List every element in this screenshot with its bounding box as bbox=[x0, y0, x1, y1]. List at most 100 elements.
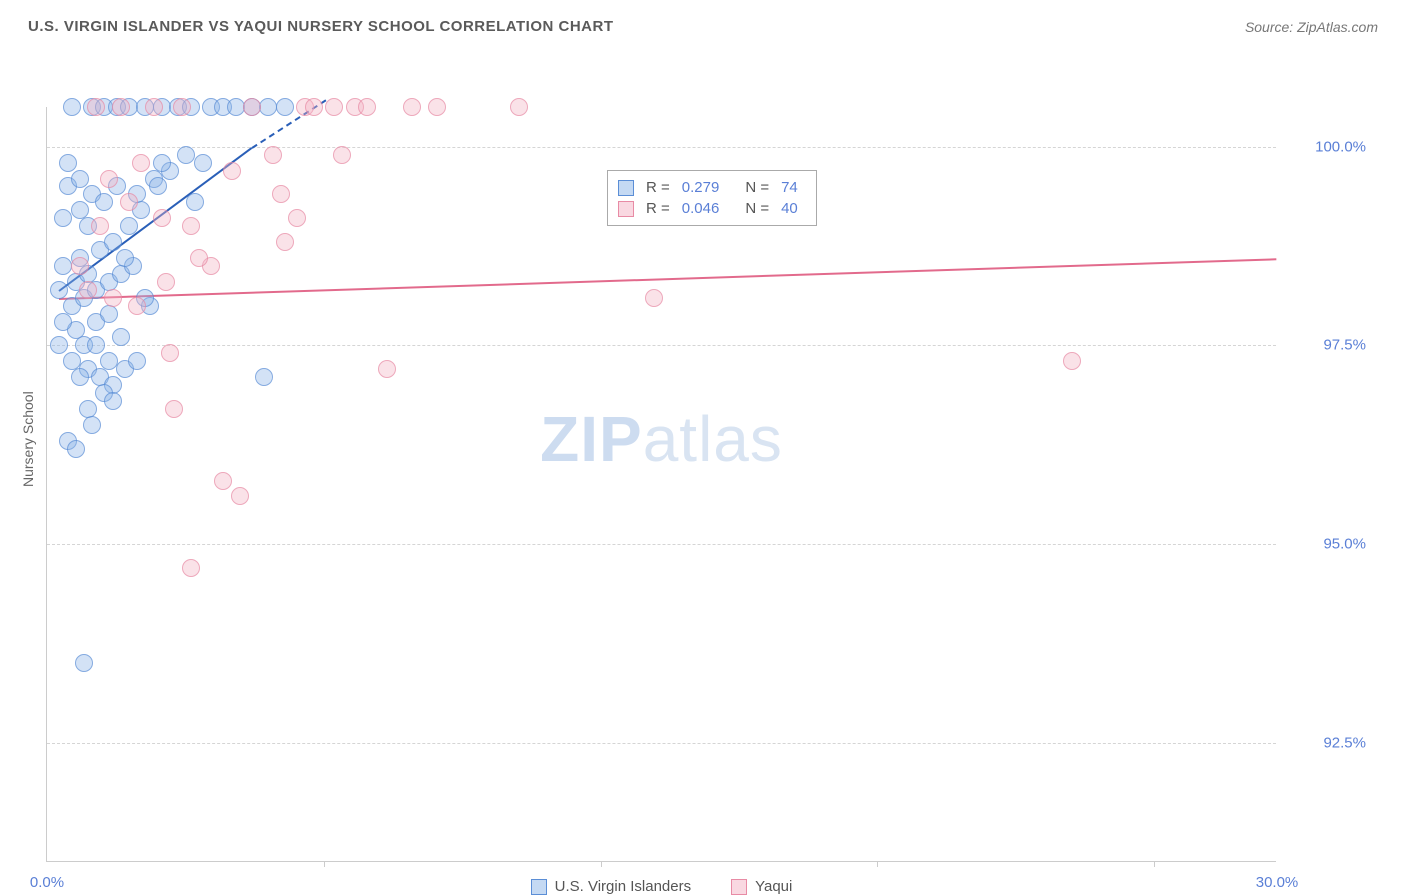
scatter-point bbox=[79, 281, 97, 299]
scatter-point bbox=[104, 392, 122, 410]
gridline-h bbox=[47, 544, 1276, 545]
scatter-point bbox=[165, 400, 183, 418]
scatter-point bbox=[358, 98, 376, 116]
scatter-point bbox=[182, 559, 200, 577]
scatter-point bbox=[91, 217, 109, 235]
x-tick-label: 30.0% bbox=[1256, 874, 1299, 891]
scatter-point bbox=[276, 233, 294, 251]
y-axis-label: Nursery School bbox=[20, 391, 36, 487]
y-tick-label: 95.0% bbox=[1286, 536, 1366, 553]
scatter-point bbox=[333, 146, 351, 164]
scatter-point bbox=[378, 360, 396, 378]
scatter-point bbox=[95, 193, 113, 211]
y-tick-label: 97.5% bbox=[1286, 337, 1366, 354]
scatter-point bbox=[182, 217, 200, 235]
stat-r-val-1: 0.046 bbox=[682, 200, 720, 217]
stat-row-blue: R = 0.279 N = 74 bbox=[618, 177, 798, 198]
gridline-h bbox=[47, 743, 1276, 744]
scatter-point bbox=[190, 249, 208, 267]
scatter-point bbox=[54, 209, 72, 227]
scatter-point bbox=[50, 336, 68, 354]
scatter-point bbox=[227, 98, 245, 116]
gridline-h bbox=[47, 147, 1276, 148]
legend-label-blue: U.S. Virgin Islanders bbox=[555, 878, 691, 895]
stat-r-label-1: R = bbox=[646, 200, 670, 217]
scatter-point bbox=[161, 344, 179, 362]
scatter-point bbox=[128, 297, 146, 315]
chart-container: Nursery School ZIPatlas R = 0.279 N = 74… bbox=[0, 47, 1406, 847]
scatter-point bbox=[231, 487, 249, 505]
scatter-point bbox=[403, 98, 421, 116]
stat-r-val-0: 0.279 bbox=[682, 179, 720, 196]
scatter-point bbox=[71, 257, 89, 275]
legend-swatch-blue-icon bbox=[531, 879, 547, 895]
x-tick-mark bbox=[324, 861, 325, 867]
stat-n-val-0: 74 bbox=[781, 179, 798, 196]
stat-box: R = 0.279 N = 74 R = 0.046 N = 40 bbox=[607, 170, 817, 226]
stat-n-val-1: 40 bbox=[781, 200, 798, 217]
watermark-bold: ZIP bbox=[540, 403, 643, 475]
scatter-point bbox=[104, 289, 122, 307]
scatter-point bbox=[428, 98, 446, 116]
scatter-point bbox=[116, 249, 134, 267]
chart-title: U.S. VIRGIN ISLANDER VS YAQUI NURSERY SC… bbox=[28, 18, 614, 35]
legend-item-pink: Yaqui bbox=[731, 878, 792, 895]
scatter-point bbox=[223, 162, 241, 180]
scatter-point bbox=[120, 217, 138, 235]
scatter-point bbox=[145, 98, 163, 116]
scatter-point bbox=[153, 209, 171, 227]
scatter-point bbox=[325, 98, 343, 116]
scatter-point bbox=[305, 98, 323, 116]
scatter-point bbox=[264, 146, 282, 164]
stat-n-label-1: N = bbox=[745, 200, 769, 217]
scatter-point bbox=[128, 352, 146, 370]
scatter-point bbox=[54, 257, 72, 275]
scatter-point bbox=[132, 154, 150, 172]
scatter-point bbox=[120, 193, 138, 211]
scatter-point bbox=[173, 98, 191, 116]
stat-n-label-0: N = bbox=[745, 179, 769, 196]
legend-item-blue: U.S. Virgin Islanders bbox=[531, 878, 691, 895]
scatter-point bbox=[243, 98, 261, 116]
stat-row-pink: R = 0.046 N = 40 bbox=[618, 198, 798, 219]
scatter-point bbox=[71, 368, 89, 386]
watermark-light: atlas bbox=[643, 403, 783, 475]
bottom-legend: U.S. Virgin Islanders Yaqui bbox=[47, 878, 1276, 895]
scatter-point bbox=[100, 170, 118, 188]
scatter-point bbox=[54, 313, 72, 331]
scatter-point bbox=[112, 98, 130, 116]
swatch-blue-icon bbox=[618, 180, 634, 196]
scatter-point bbox=[63, 98, 81, 116]
swatch-pink-icon bbox=[618, 201, 634, 217]
scatter-point bbox=[272, 185, 290, 203]
scatter-point bbox=[87, 336, 105, 354]
scatter-point bbox=[75, 654, 93, 672]
scatter-point bbox=[255, 368, 273, 386]
scatter-point bbox=[83, 416, 101, 434]
scatter-point bbox=[153, 154, 171, 172]
scatter-point bbox=[645, 289, 663, 307]
scatter-point bbox=[1063, 352, 1081, 370]
scatter-point bbox=[194, 154, 212, 172]
scatter-point bbox=[100, 352, 118, 370]
x-tick-mark bbox=[877, 861, 878, 867]
scatter-point bbox=[104, 233, 122, 251]
scatter-point bbox=[186, 193, 204, 211]
gridline-h bbox=[47, 345, 1276, 346]
scatter-point bbox=[50, 281, 68, 299]
watermark: ZIPatlas bbox=[540, 402, 783, 476]
scatter-point bbox=[177, 146, 195, 164]
trendline bbox=[59, 258, 1277, 300]
x-tick-label: 0.0% bbox=[30, 874, 64, 891]
scatter-point bbox=[510, 98, 528, 116]
chart-header: U.S. VIRGIN ISLANDER VS YAQUI NURSERY SC… bbox=[0, 0, 1406, 47]
scatter-point bbox=[157, 273, 175, 291]
scatter-point bbox=[67, 440, 85, 458]
stat-r-label-0: R = bbox=[646, 179, 670, 196]
scatter-point bbox=[87, 98, 105, 116]
legend-label-pink: Yaqui bbox=[755, 878, 792, 895]
legend-swatch-pink-icon bbox=[731, 879, 747, 895]
scatter-point bbox=[59, 154, 77, 172]
scatter-point bbox=[149, 177, 167, 195]
scatter-point bbox=[276, 98, 294, 116]
